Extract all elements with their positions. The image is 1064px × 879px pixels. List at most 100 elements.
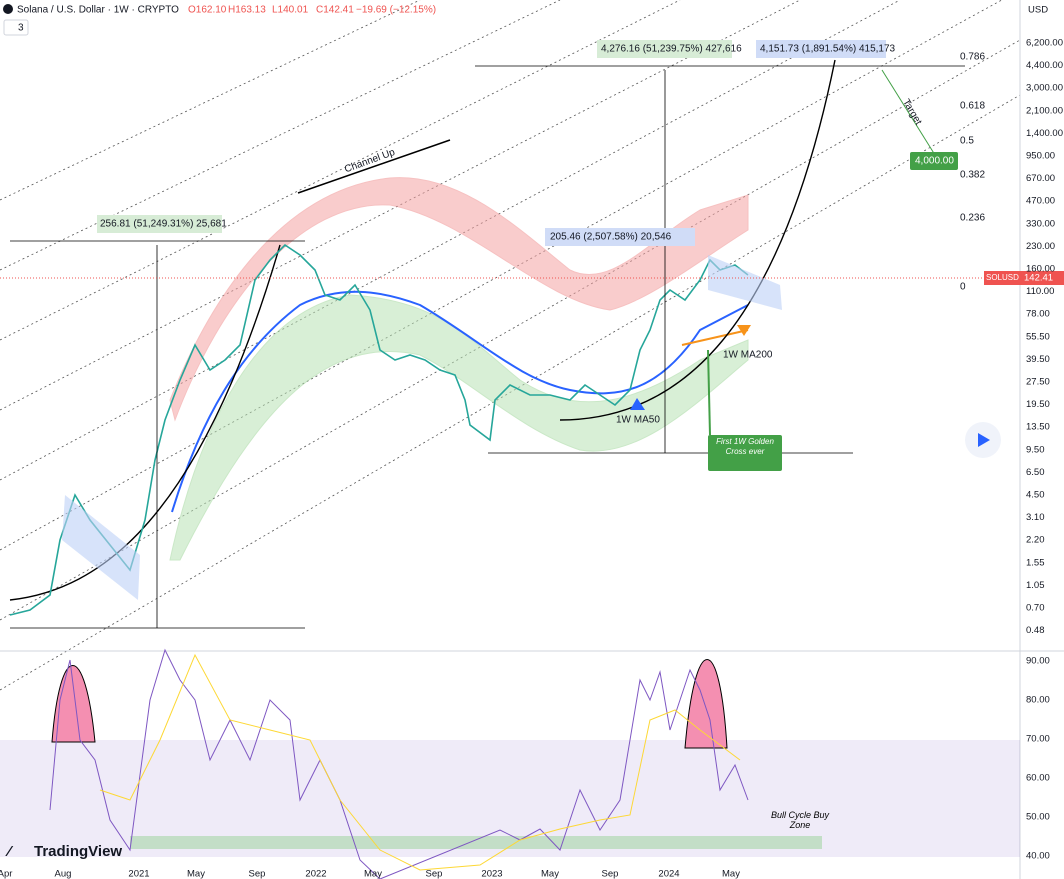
price-tag-symbol: SOLUSD [986, 273, 1019, 282]
fib-level: 0.5 [960, 136, 974, 147]
price-axis-label: 4.50 [1026, 490, 1045, 501]
target-arrow [881, 69, 936, 156]
price-axis-label: 39.50 [1026, 354, 1050, 365]
change: −19.69 (−12.15%) [356, 5, 436, 16]
high: H163.13 [228, 5, 266, 16]
ma50-arrow [630, 398, 645, 410]
range4-box [756, 40, 886, 58]
price-axis-label: 2.20 [1026, 535, 1045, 546]
range1-box [97, 215, 222, 233]
time-axis-label: 2024 [658, 869, 679, 879]
time-axis-label: Sep [426, 869, 443, 879]
price-axis-label: 9.50 [1026, 444, 1045, 455]
golden-cross: First 1W Golden Cross ever [716, 437, 774, 456]
price-axis-label: 19.50 [1026, 399, 1050, 410]
symbol-icon [3, 4, 13, 14]
rsi-axis-label: 90.00 [1026, 656, 1050, 667]
price-axis-label: 6.50 [1026, 467, 1045, 478]
buy-zone-text: Bull Cycle Buy Zone [770, 810, 830, 830]
price-axis-label: 3.10 [1026, 512, 1045, 523]
range2: 205.46 (2,507.58%) 20,546 [550, 232, 672, 243]
low: L140.01 [272, 5, 309, 16]
price-axis-label: 0.70 [1026, 603, 1045, 614]
price-tag-price: 142.41 [1024, 273, 1053, 284]
symbol: Solana / U.S. Dollar · 1W · CRYPTO [17, 5, 179, 16]
fib-level: 0.382 [960, 170, 985, 181]
price-axis-label: 2,100.00 [1026, 105, 1063, 116]
price-axis-label: 160.00 [1026, 264, 1055, 275]
price [9, 243, 749, 616]
range1: 256.81 (51,249.31%) 25,681 [100, 219, 227, 230]
time-axis-label: May [722, 869, 740, 879]
curve [9, 59, 836, 601]
rsi-top1 [51, 665, 96, 743]
flag2 [708, 255, 782, 310]
buy-zone-label: Bull Cycle Buy Zone [770, 810, 830, 830]
close: C142.41 [316, 5, 354, 16]
price-axis-label: 78.00 [1026, 309, 1050, 320]
green-band [169, 294, 749, 561]
time-axis-label: May [364, 869, 382, 879]
rsi-axis-label: 70.00 [1026, 734, 1050, 745]
channel-lines [0, 0, 1021, 691]
rsi-ma [99, 653, 741, 871]
price-axis-label: 3,000.00 [1026, 83, 1063, 94]
price-axis-label: 470.00 [1026, 196, 1055, 207]
price-axis-label: 230.00 [1026, 241, 1055, 252]
price-axis-label: 6,200.00 [1026, 38, 1063, 49]
rsi [49, 648, 749, 879]
rsi-axis-label: 60.00 [1026, 773, 1050, 784]
ma200 [681, 329, 749, 346]
buy-zone [130, 836, 822, 849]
flag1 [62, 495, 140, 600]
target-price: 4,000.00 [915, 156, 954, 167]
time-axis-label: Apr [0, 869, 12, 879]
time-axis-label: 2022 [305, 869, 326, 879]
range3-box [597, 40, 732, 58]
time-axis-label: 2023 [481, 869, 502, 879]
play-icon [978, 433, 990, 447]
target-box [910, 152, 958, 170]
rsi-axis-label: 50.00 [1026, 812, 1050, 823]
price-axis-label: 670.00 [1026, 173, 1055, 184]
ma50 [171, 290, 749, 513]
time-axis-label: Aug [55, 869, 72, 879]
golden-cross-text: First 1W Golden Cross ever [716, 437, 774, 456]
channel-arrow [297, 139, 451, 194]
time-axis-label: May [541, 869, 559, 879]
price-axis-label: 27.50 [1026, 377, 1050, 388]
golden-cross-box [708, 435, 782, 471]
time-axis-label: 2021 [128, 869, 149, 879]
price-axis-label: 55.50 [1026, 331, 1050, 342]
price-axis-label: 330.00 [1026, 218, 1055, 229]
fib-level: 0.236 [960, 213, 985, 224]
logo-mark: ⁄ [5, 843, 14, 860]
fib-level: 0 [960, 282, 966, 293]
time-axis-label: May [187, 869, 205, 879]
rsi-axis-label: 80.00 [1026, 695, 1050, 706]
fib-level: 0.786 [960, 52, 985, 63]
ma200-arrow [737, 325, 751, 336]
ma50-label: 1W MA50 [616, 415, 660, 426]
price-axis-label: 110.00 [1026, 286, 1054, 297]
indicator-count: 3 [18, 23, 24, 34]
range3: 4,276.16 (51,239.75%) 427,616 [601, 44, 742, 55]
price-axis-label: 1.05 [1026, 580, 1045, 591]
time-axis-label: Sep [249, 869, 266, 879]
ma200-label: 1W MA200 [723, 350, 773, 361]
range4: 4,151.73 (1,891.54%) 415,173 [760, 44, 896, 55]
price-axis-label: 13.50 [1026, 422, 1050, 433]
indicator-toggle[interactable] [3, 19, 29, 36]
time-axis-label: Sep [602, 869, 619, 879]
price-axis-label: 950.00 [1026, 151, 1055, 162]
price-axis-label: 1.55 [1026, 557, 1045, 568]
fib-level: 0.618 [960, 101, 985, 112]
range2-box [545, 228, 695, 246]
currency: USD [1028, 5, 1048, 16]
golden-cross-pointer [707, 349, 711, 436]
rsi-axis-label: 40.00 [1026, 851, 1050, 862]
target-label: Target [900, 97, 924, 127]
price-axis-label: 4,400.00 [1026, 60, 1063, 71]
red-band [169, 177, 749, 422]
